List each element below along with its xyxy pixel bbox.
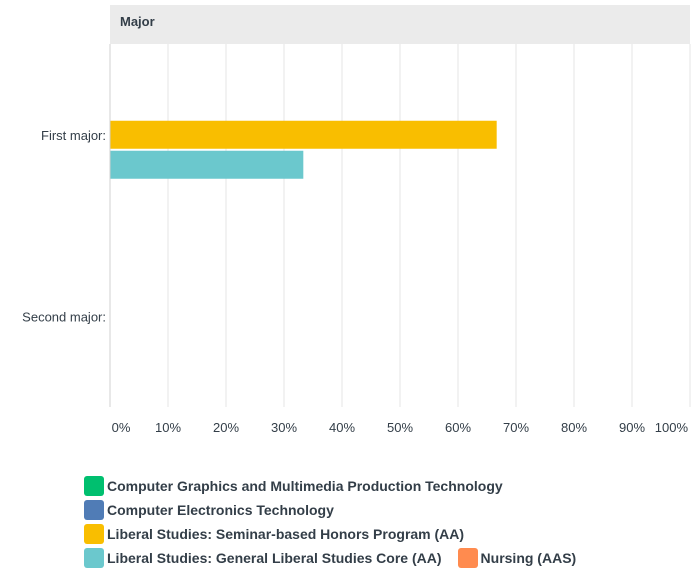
legend-swatch xyxy=(84,524,104,544)
legend-item[interactable]: Liberal Studies: General Liberal Studies… xyxy=(84,548,442,568)
legend-label: Liberal Studies: Seminar-based Honors Pr… xyxy=(107,526,465,542)
category-label: First major: xyxy=(41,128,106,143)
legend-label: Computer Graphics and Multimedia Product… xyxy=(107,478,503,494)
legend-item[interactable]: Computer Electronics Technology xyxy=(84,500,334,520)
x-tick-label: 30% xyxy=(271,420,297,435)
x-tick-labels: 0% 10% 20% 30% 40% 50% 60% 70% 80% 90% 100% xyxy=(112,420,689,435)
category-labels: First major: Second major: xyxy=(22,128,106,325)
x-tick-label: 40% xyxy=(329,420,355,435)
x-tick-label: 0% xyxy=(112,420,131,435)
legend-row: Liberal Studies: Seminar-based Honors Pr… xyxy=(84,524,684,544)
x-tick-label: 60% xyxy=(445,420,471,435)
legend-item[interactable]: Liberal Studies: Seminar-based Honors Pr… xyxy=(84,524,464,544)
legend-label: Liberal Studies: General Liberal Studies… xyxy=(107,550,442,566)
chart: Major First major: Second major: 0% 10% 20%… xyxy=(22,5,691,435)
x-tick-label: 50% xyxy=(387,420,413,435)
category-label: Second major: xyxy=(22,309,106,324)
legend-swatch xyxy=(84,476,104,496)
chart-header-band xyxy=(110,5,690,44)
legend-item[interactable]: Nursing (AAS) xyxy=(457,548,577,568)
legend-swatch xyxy=(84,500,104,520)
legend: Computer Graphics and Multimedia Product… xyxy=(84,476,684,572)
legend-row: Computer Electronics Technology xyxy=(84,500,684,520)
x-tick-label: 20% xyxy=(213,420,239,435)
legend-row: Computer Graphics and Multimedia Product… xyxy=(84,476,684,496)
chart-title: Major xyxy=(120,14,155,29)
x-tick-label: 90% xyxy=(619,420,645,435)
legend-label: Computer Electronics Technology xyxy=(107,502,334,518)
legend-swatch xyxy=(457,548,478,568)
x-tick-label: 70% xyxy=(503,420,529,435)
x-tick-label: 10% xyxy=(155,420,181,435)
legend-item[interactable]: Computer Graphics and Multimedia Product… xyxy=(84,476,503,496)
bar[interactable] xyxy=(110,120,497,149)
legend-label: Nursing (AAS) xyxy=(480,550,577,566)
legend-row: Liberal Studies: General Liberal Studies… xyxy=(84,548,684,568)
bars xyxy=(110,120,497,179)
legend-swatch xyxy=(84,548,104,568)
x-tick-label: 100% xyxy=(655,420,689,435)
bar[interactable] xyxy=(110,150,304,179)
x-tick-label: 80% xyxy=(561,420,587,435)
gridlines xyxy=(167,44,691,407)
